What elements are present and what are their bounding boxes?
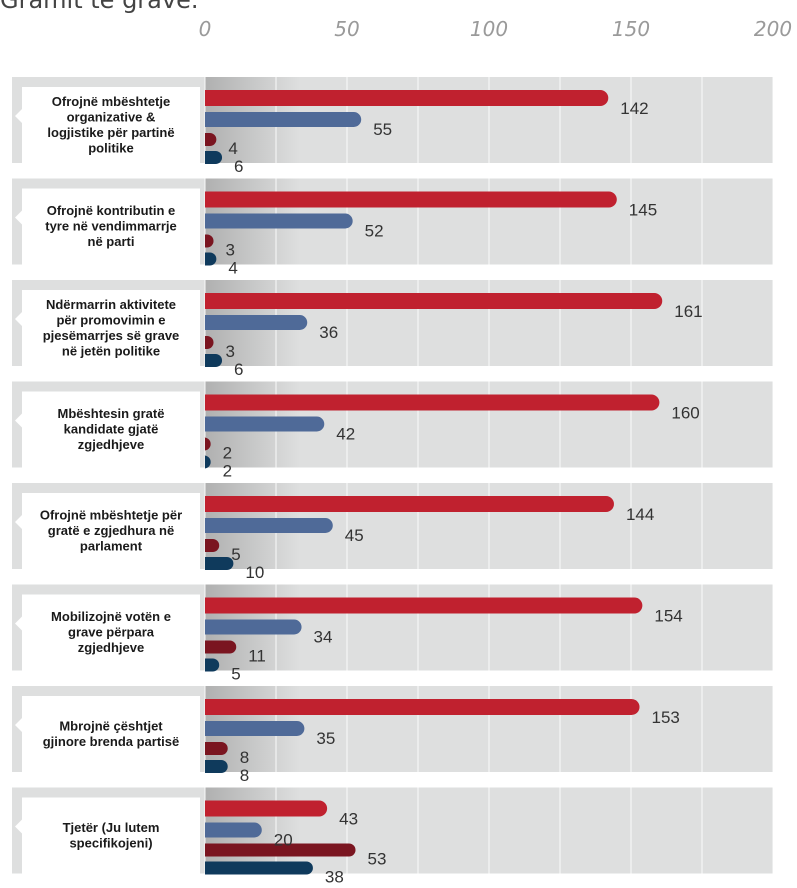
data-label: 8 bbox=[240, 766, 249, 785]
bar bbox=[205, 192, 617, 208]
category-label: kandidate gjatë bbox=[64, 422, 159, 437]
bar bbox=[205, 354, 222, 367]
data-label: 5 bbox=[231, 665, 240, 684]
bar bbox=[205, 395, 659, 411]
category-label: Ofrojnë kontributin e bbox=[47, 203, 176, 218]
bar bbox=[205, 293, 662, 309]
data-label: 42 bbox=[336, 425, 355, 444]
bar bbox=[205, 557, 233, 570]
data-label: 52 bbox=[365, 222, 384, 241]
data-label: 4 bbox=[228, 259, 237, 278]
data-label: 3 bbox=[226, 241, 235, 260]
data-label: 34 bbox=[314, 628, 333, 647]
bar bbox=[205, 760, 228, 773]
data-label: 11 bbox=[248, 647, 266, 666]
data-label: 38 bbox=[325, 868, 344, 887]
data-label: 144 bbox=[626, 505, 654, 524]
bar bbox=[205, 112, 361, 127]
x-tick-label: 150 bbox=[612, 17, 650, 41]
bar bbox=[205, 742, 228, 755]
data-label: 5 bbox=[231, 545, 240, 564]
category-label: në jetën politike bbox=[62, 343, 160, 358]
bar bbox=[205, 862, 313, 875]
data-label: 35 bbox=[316, 729, 335, 748]
category-label: Ofrojnë mbështetje për bbox=[40, 508, 182, 523]
data-label: 3 bbox=[226, 342, 235, 361]
category-label: organizative & bbox=[67, 109, 156, 124]
data-label: 4 bbox=[228, 139, 237, 158]
x-tick-label: 50 bbox=[334, 17, 359, 41]
category-label: Mbështesin gratë bbox=[58, 406, 165, 421]
category-label: Ndërmarrin aktivitete bbox=[46, 297, 176, 312]
data-label: 154 bbox=[654, 607, 682, 626]
data-label: 2 bbox=[223, 444, 232, 463]
x-tick-label: 100 bbox=[470, 17, 508, 41]
bar bbox=[205, 801, 327, 817]
bar bbox=[205, 823, 262, 838]
bar bbox=[205, 699, 640, 715]
data-label: 6 bbox=[234, 360, 243, 379]
bar bbox=[205, 641, 236, 654]
category-label: Mobilizojnë votën e bbox=[51, 609, 171, 624]
data-label: 6 bbox=[234, 157, 243, 176]
category-label: për promovimin e bbox=[56, 312, 165, 327]
category-label: gjinore brenda partisë bbox=[43, 734, 180, 749]
bar bbox=[205, 539, 219, 552]
bar bbox=[205, 417, 324, 432]
bar bbox=[205, 518, 333, 533]
data-label: 153 bbox=[652, 708, 680, 727]
bar bbox=[205, 598, 642, 614]
category-label: grave përpara bbox=[68, 625, 155, 640]
data-label: 10 bbox=[245, 563, 264, 582]
category-label: politike bbox=[88, 140, 134, 155]
bar bbox=[205, 151, 222, 164]
category-label: Mbrojnë çështjet bbox=[59, 718, 163, 733]
data-label: 8 bbox=[240, 748, 249, 767]
category-label: tyre në vendimmarrje bbox=[45, 219, 177, 234]
bar bbox=[205, 659, 219, 672]
data-label: 43 bbox=[339, 810, 358, 829]
category-label: logjistike për partinë bbox=[47, 125, 174, 140]
data-label: 53 bbox=[368, 850, 387, 869]
bar bbox=[205, 315, 307, 330]
category-label: zgjedhjeve bbox=[78, 437, 144, 452]
category-label: në parti bbox=[88, 234, 135, 249]
bar bbox=[205, 90, 608, 106]
bar bbox=[205, 214, 353, 229]
category-label: parlament bbox=[80, 539, 143, 554]
category-label: Ofrojnë mbështetje bbox=[52, 94, 170, 109]
data-label: 145 bbox=[629, 201, 657, 220]
data-label: 45 bbox=[345, 526, 364, 545]
x-tick-label: 200 bbox=[754, 17, 792, 41]
data-label: 142 bbox=[620, 99, 648, 118]
data-label: 2 bbox=[223, 462, 232, 481]
bar bbox=[205, 620, 302, 635]
data-label: 36 bbox=[319, 323, 338, 342]
data-label: 55 bbox=[373, 120, 392, 139]
data-label: 160 bbox=[671, 404, 699, 423]
category-label: zgjedhjeve bbox=[78, 640, 144, 655]
category-label: pjesëmarrjes së grave bbox=[43, 328, 180, 343]
category-label: specifikojeni) bbox=[69, 835, 152, 850]
data-label: 20 bbox=[274, 831, 293, 850]
x-tick-label: 0 bbox=[199, 17, 212, 41]
category-label: Tjetër (Ju lutem bbox=[63, 820, 160, 835]
bar bbox=[205, 721, 304, 736]
category-label: gratë e zgjedhura në bbox=[48, 523, 174, 538]
data-label: 161 bbox=[674, 302, 702, 321]
bar bbox=[205, 496, 614, 512]
